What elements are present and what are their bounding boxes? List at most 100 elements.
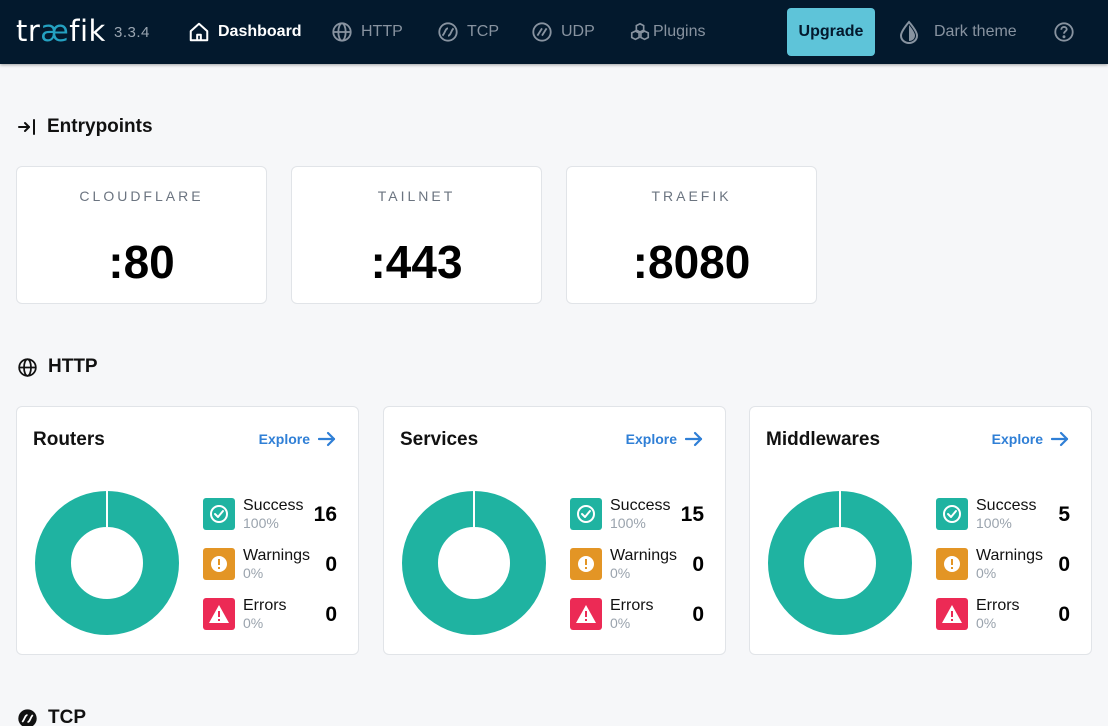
- explore-label: Explore: [258, 431, 310, 447]
- http-heading: HTTP: [17, 355, 98, 379]
- warnings-stat[interactable]: Warnings 0% 0: [203, 547, 337, 581]
- nav-tcp-label: TCP: [467, 23, 499, 40]
- top-navigation-bar: træfik 3.3.4 Dashboard HTTP TCP UDP Plug…: [0, 0, 1108, 64]
- card-title: Middlewares: [766, 429, 881, 450]
- error-icon: [203, 598, 235, 630]
- nav-http-label: HTTP: [361, 23, 403, 40]
- warning-icon: [570, 548, 602, 580]
- globe-icon: [18, 357, 37, 377]
- errors-label: Errors: [976, 597, 1020, 614]
- warnings-percent: 0%: [243, 565, 264, 581]
- entrypoint-port: :443: [370, 236, 463, 288]
- services-card: Services Explore Success 100% 15 Warning…: [383, 406, 726, 655]
- success-count: 5: [1058, 503, 1070, 526]
- upgrade-button[interactable]: Upgrade: [787, 8, 875, 56]
- nav-udp-label: UDP: [561, 23, 595, 40]
- entrypoint-card-tailnet: TAILNET :443: [291, 166, 542, 304]
- warning-icon: [936, 548, 968, 580]
- nav-dashboard[interactable]: Dashboard: [188, 16, 302, 48]
- errors-percent: 0%: [610, 615, 631, 631]
- status-donut-chart: [768, 491, 912, 635]
- home-icon: [189, 22, 209, 42]
- success-label: Success: [243, 497, 304, 514]
- warnings-count: 0: [1058, 553, 1070, 576]
- nav-plugins-label: Plugins: [653, 23, 706, 40]
- warnings-stat[interactable]: Warnings 0% 0: [936, 547, 1070, 581]
- version-label: 3.3.4: [114, 24, 150, 41]
- entrypoint-port: :8080: [632, 236, 751, 288]
- nav-http[interactable]: HTTP: [331, 16, 403, 48]
- errors-percent: 0%: [976, 615, 997, 631]
- errors-stat[interactable]: Errors 0% 0: [570, 597, 704, 631]
- nav-udp[interactable]: UDP: [531, 16, 595, 48]
- check-icon: [203, 498, 235, 530]
- udp-icon: [532, 22, 552, 42]
- card-title: Routers: [33, 429, 105, 450]
- success-label: Success: [610, 497, 671, 514]
- warnings-label: Warnings: [243, 547, 310, 564]
- globe-icon: [332, 22, 352, 42]
- status-donut-chart: [402, 491, 546, 635]
- tcp-title: TCP: [48, 707, 86, 726]
- warnings-stat[interactable]: Warnings 0% 0: [570, 547, 704, 581]
- warnings-count: 0: [325, 553, 337, 576]
- errors-count: 0: [325, 603, 337, 626]
- nav-plugins[interactable]: Plugins: [629, 16, 705, 48]
- explore-label: Explore: [991, 431, 1043, 447]
- explore-services-link[interactable]: Explore: [626, 431, 703, 447]
- nav-tcp[interactable]: TCP: [437, 16, 499, 48]
- plugins-icon: [630, 22, 650, 41]
- errors-stat[interactable]: Errors 0% 0: [936, 597, 1070, 631]
- status-donut-chart: [35, 491, 179, 635]
- entrypoint-name: TAILNET: [377, 188, 456, 204]
- tcp-icon: [18, 708, 37, 726]
- dark-theme-label: Dark theme: [934, 23, 1017, 40]
- entrypoint-name: TRAEFIK: [651, 188, 732, 204]
- success-percent: 100%: [243, 515, 279, 531]
- warnings-label: Warnings: [610, 547, 677, 564]
- warnings-label: Warnings: [976, 547, 1043, 564]
- errors-count: 0: [692, 603, 704, 626]
- error-icon: [936, 598, 968, 630]
- warnings-count: 0: [692, 553, 704, 576]
- card-title: Services: [400, 429, 479, 450]
- check-icon: [570, 498, 602, 530]
- success-stat[interactable]: Success 100% 5: [936, 497, 1070, 531]
- entrypoint-card-cloudflare: CLOUDFLARE :80: [16, 166, 267, 304]
- warning-icon: [203, 548, 235, 580]
- entrypoint-name: CLOUDFLARE: [79, 188, 204, 204]
- entrypoint-card-traefik: TRAEFIK :8080: [566, 166, 817, 304]
- success-stat[interactable]: Success 100% 15: [570, 497, 704, 531]
- explore-middlewares-link[interactable]: Explore: [992, 431, 1069, 447]
- success-percent: 100%: [976, 515, 1012, 531]
- nav-dashboard-label: Dashboard: [218, 23, 302, 40]
- arrow-right-icon: [318, 431, 336, 447]
- success-stat[interactable]: Success 100% 16: [203, 497, 337, 531]
- enter-arrow-icon: [18, 119, 35, 135]
- entrypoints-title: Entrypoints: [47, 116, 153, 137]
- dark-theme-toggle[interactable]: Dark theme: [898, 16, 1017, 48]
- errors-label: Errors: [243, 597, 287, 614]
- errors-label: Errors: [610, 597, 654, 614]
- arrow-right-icon: [1051, 431, 1069, 447]
- warnings-percent: 0%: [976, 565, 997, 581]
- help-button[interactable]: [1053, 21, 1075, 48]
- errors-percent: 0%: [243, 615, 264, 631]
- help-circle-icon: [1054, 22, 1074, 42]
- check-icon: [936, 498, 968, 530]
- success-count: 16: [313, 503, 337, 526]
- arrow-right-icon: [685, 431, 703, 447]
- tcp-icon: [438, 22, 458, 42]
- warnings-percent: 0%: [610, 565, 631, 581]
- success-percent: 100%: [610, 515, 646, 531]
- success-count: 15: [680, 503, 704, 526]
- error-icon: [570, 598, 602, 630]
- errors-stat[interactable]: Errors 0% 0: [203, 597, 337, 631]
- http-title: HTTP: [48, 356, 98, 377]
- errors-count: 0: [1058, 603, 1070, 626]
- entrypoints-heading: Entrypoints: [17, 115, 153, 139]
- traefik-logo[interactable]: træfik: [16, 14, 106, 50]
- explore-label: Explore: [625, 431, 677, 447]
- explore-routers-link[interactable]: Explore: [259, 431, 336, 447]
- entrypoint-port: :80: [108, 236, 175, 288]
